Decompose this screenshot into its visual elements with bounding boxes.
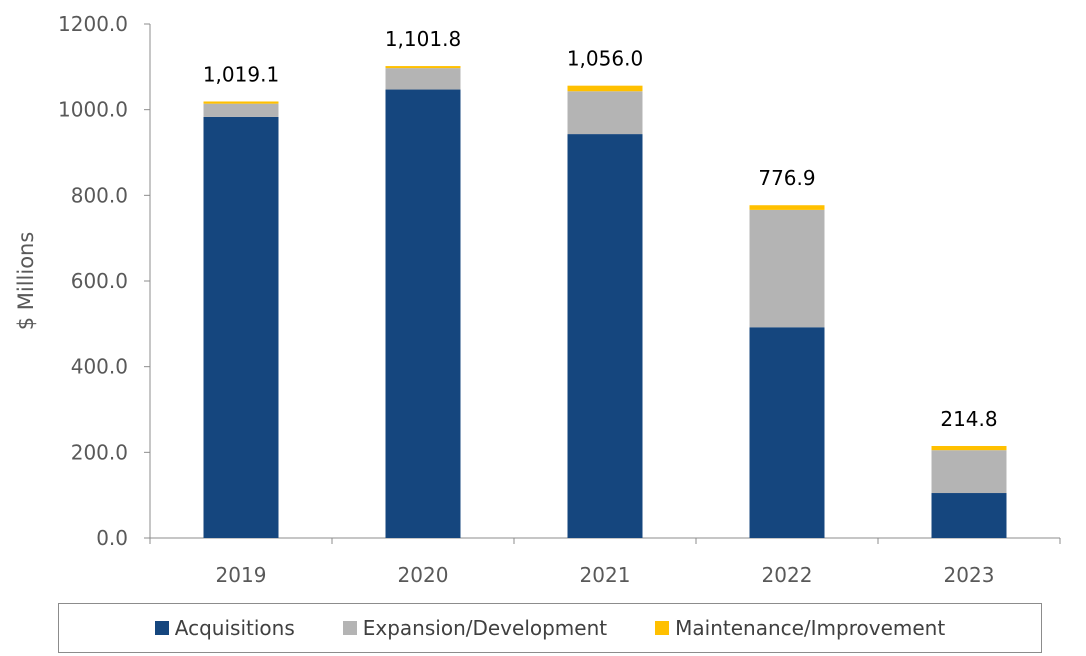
legend-swatch-expansion-development <box>342 621 357 635</box>
x-tick-label: 2022 <box>762 563 813 587</box>
legend-swatch-maintenance-improvement <box>655 621 670 635</box>
bar-segment-expansion-development <box>567 91 643 135</box>
y-tick-label: 0.0 <box>96 526 128 550</box>
labels: 1,019.1 1,101.8 1,056.0 776.9 214.8 <box>203 27 998 431</box>
legend-label-maintenance-improvement: Maintenance/Improvement <box>675 616 946 640</box>
y-tick-label: 800.0 <box>71 183 128 207</box>
bar-segment-expansion-development <box>385 68 461 90</box>
y-tick-label: 1000.0 <box>58 98 128 122</box>
y-tick-label: 400.0 <box>71 355 128 379</box>
bar-segment-maintenance-improvement <box>385 66 461 69</box>
legend-item-acquisitions: Acquisitions <box>154 616 295 640</box>
x-tick-label: 2021 <box>580 563 631 587</box>
bar-segment-maintenance-improvement <box>749 205 825 210</box>
axes: 0.0 200.0 400.0 600.0 800.0 1000.0 1200.0 2019 2… <box>58 12 1061 587</box>
legend-item-expansion-development: Expansion/Development <box>342 616 608 640</box>
bar-segment-expansion-development <box>203 103 279 117</box>
y-tick-label: 600.0 <box>71 269 128 293</box>
bars <box>203 66 1007 538</box>
bar-segment-acquisitions <box>749 327 825 538</box>
bar-segment-acquisitions <box>567 134 643 538</box>
x-tick-label: 2023 <box>944 563 995 587</box>
legend-swatch-acquisitions <box>154 621 169 635</box>
bar-segment-acquisitions <box>203 116 279 538</box>
bar-segment-acquisitions <box>931 493 1007 538</box>
total-data-label: 1,019.1 <box>203 62 279 86</box>
x-tick-label: 2020 <box>398 563 449 587</box>
total-data-label: 776.9 <box>758 166 815 190</box>
bar-segment-acquisitions <box>385 89 461 538</box>
total-data-label: 1,056.0 <box>567 47 643 71</box>
legend-label-expansion-development: Expansion/Development <box>362 616 608 640</box>
bar-segment-expansion-development <box>931 450 1007 494</box>
bar-segment-maintenance-improvement <box>931 445 1007 451</box>
legend-label-acquisitions: Acquisitions <box>174 616 295 640</box>
legend: Acquisitions Expansion/Development Maint… <box>58 603 1042 653</box>
legend-item-maintenance-improvement: Maintenance/Improvement <box>655 616 945 640</box>
bar-segment-maintenance-improvement <box>203 101 279 104</box>
total-data-label: 214.8 <box>940 407 997 431</box>
total-data-label: 1,101.8 <box>385 27 461 51</box>
y-tick-label: 200.0 <box>71 440 128 464</box>
y-axis-label: $ Millions <box>14 232 38 331</box>
y-tick-label: 1200.0 <box>58 12 128 36</box>
bar-segment-expansion-development <box>749 209 825 328</box>
bar-segment-maintenance-improvement <box>567 85 643 92</box>
stacked-bar-chart: 0.0 200.0 400.0 600.0 800.0 1000.0 1200.0 2019 2… <box>14 12 1061 587</box>
x-tick-label: 2019 <box>216 563 267 587</box>
